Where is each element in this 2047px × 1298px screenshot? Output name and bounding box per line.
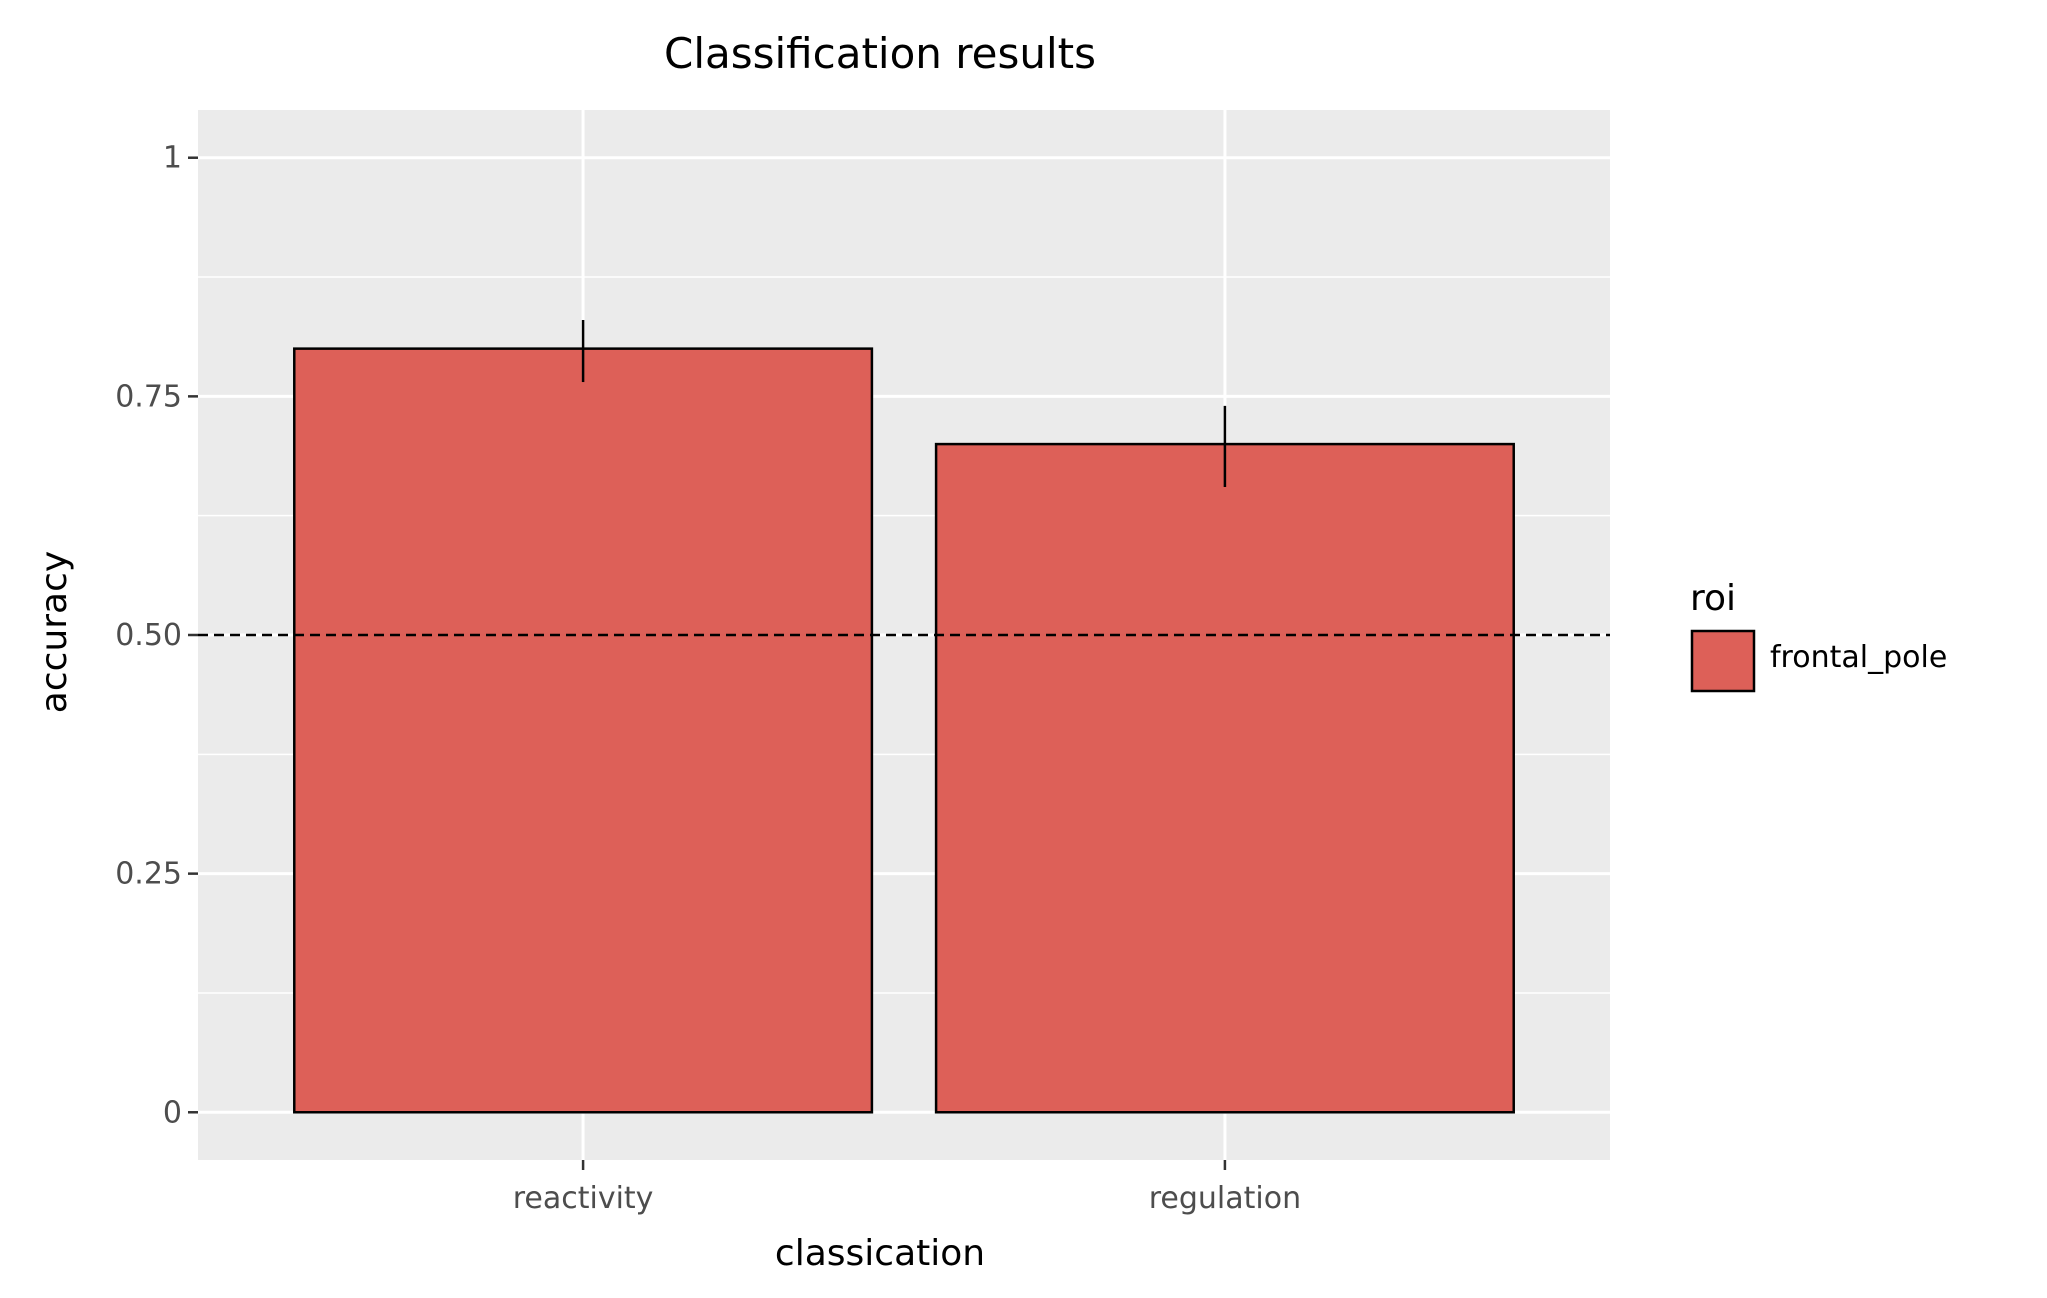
- x-axis-title: classication: [775, 1233, 985, 1274]
- y-tick-label: 1: [163, 141, 182, 176]
- x-tick-label: reactivity: [513, 1181, 654, 1216]
- chart-title: Classification results: [664, 29, 1096, 78]
- bar-regulation: [934, 442, 1515, 1114]
- legend-key-frontal-pole: [1690, 629, 1756, 693]
- y-tick-label: 0.50: [115, 618, 182, 653]
- y-tick-label: 0.75: [115, 379, 182, 414]
- bar-reactivity: [293, 347, 874, 1114]
- y-axis-title: accuracy: [34, 551, 75, 713]
- legend: roi frontal_pole: [1690, 578, 1947, 693]
- bars: [293, 320, 1515, 1114]
- legend-title: roi: [1690, 578, 1736, 619]
- y-tick-label: 0: [163, 1095, 182, 1130]
- legend-label-frontal-pole: frontal_pole: [1770, 640, 1947, 675]
- x-tick-label: regulation: [1149, 1181, 1301, 1216]
- axes: 0 0.25 0.50 0.75 1 reactivity regulation: [115, 141, 1301, 1216]
- y-tick-label: 0.25: [115, 857, 182, 892]
